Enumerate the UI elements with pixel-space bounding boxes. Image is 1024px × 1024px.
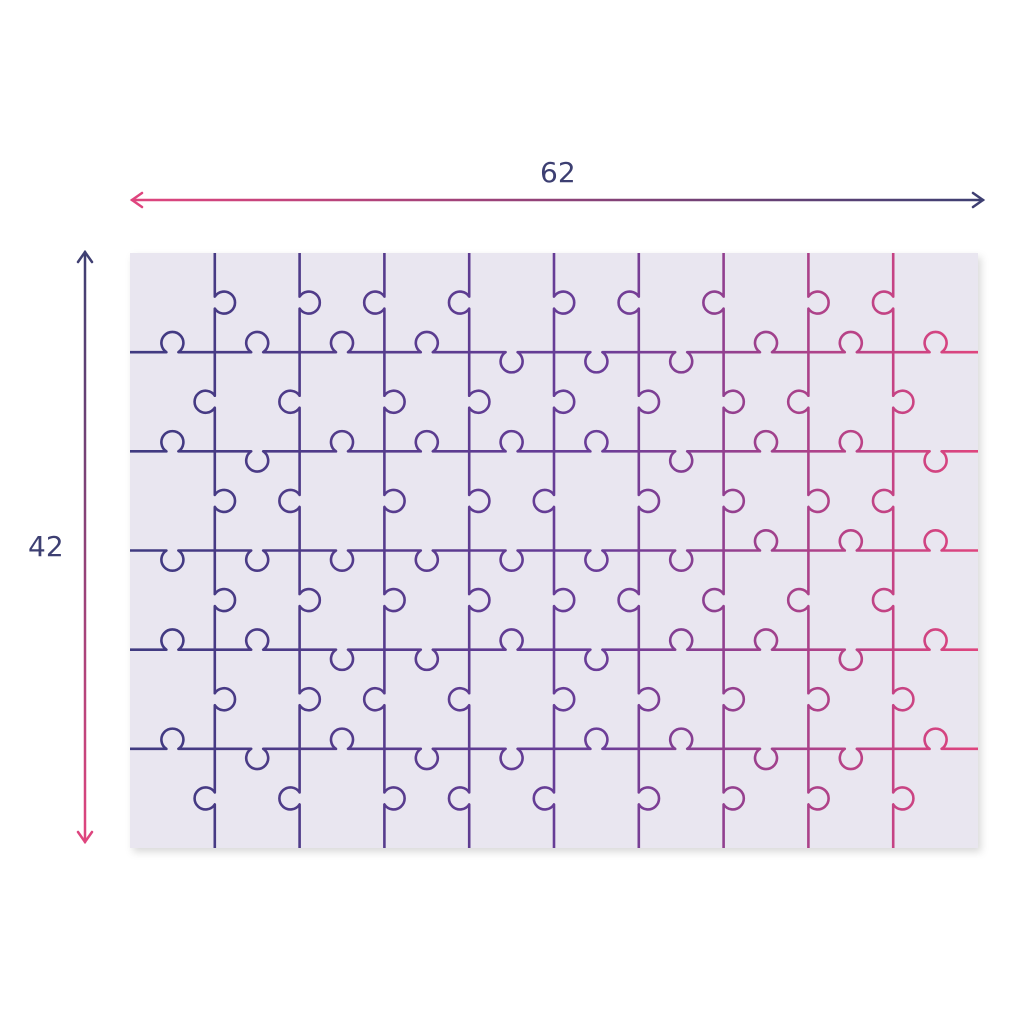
- horizontal-cut-line: [130, 330, 978, 374]
- horizontal-cut-line: [130, 429, 978, 473]
- puzzle-piece-lines: [130, 253, 978, 848]
- height-label: 42: [28, 530, 64, 563]
- horizontal-cut-line: [130, 727, 978, 771]
- height-dimension-arrow: [76, 249, 94, 845]
- horizontal-cut-line: [130, 529, 978, 572]
- horizontal-cut-line: [130, 628, 978, 672]
- width-label: 62: [540, 156, 576, 189]
- width-dimension-arrow: [129, 191, 986, 209]
